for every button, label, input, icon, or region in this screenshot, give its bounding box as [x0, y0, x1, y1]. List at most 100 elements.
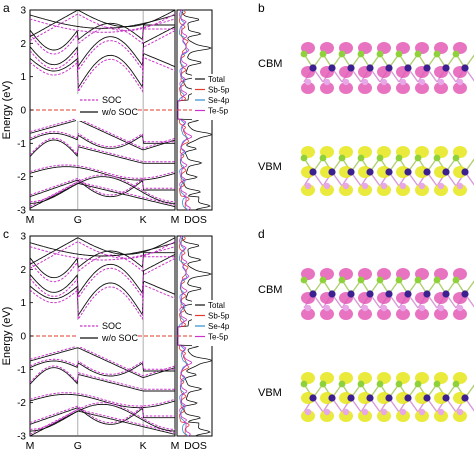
se-atom — [319, 380, 327, 388]
orbital-lobe — [453, 308, 467, 320]
band-wosoc-valence — [30, 410, 175, 436]
dos-legend-box — [192, 300, 236, 346]
sb-atom — [385, 394, 393, 402]
dos-legend-label: Total — [208, 301, 225, 310]
vbm-label: VBM — [258, 387, 282, 399]
se-atom — [357, 50, 365, 58]
sb-atom — [366, 168, 374, 176]
atomic-slab — [300, 146, 474, 196]
y-tick-label: -3 — [17, 206, 26, 217]
cbm-label: CBM — [258, 284, 282, 296]
band-lines — [30, 10, 175, 209]
te-atom — [361, 78, 369, 86]
orbital-lobe — [377, 184, 391, 196]
y-tick-label: 1 — [20, 298, 26, 309]
dos-legend-label: Sb-5p — [208, 312, 230, 321]
te-atom — [323, 408, 331, 416]
te-atom — [437, 78, 445, 86]
te-atom — [342, 304, 350, 312]
dos-legend-label: Se-4p — [208, 96, 230, 105]
band-soc-valence — [30, 174, 175, 203]
se-atom — [376, 276, 384, 284]
sb-atom — [309, 168, 317, 176]
orbital-lobe — [415, 308, 429, 320]
kpoint-label: M — [26, 214, 35, 226]
sb-atom — [461, 394, 469, 402]
se-atom — [357, 380, 365, 388]
band-wosoc-valence — [30, 403, 175, 432]
orbital-lobe — [453, 410, 467, 422]
sb-atom — [328, 394, 336, 402]
se-atom — [452, 276, 460, 284]
band-wosoc-valence — [30, 360, 175, 377]
kpoint-label: M — [171, 214, 180, 226]
orbital-lobe — [358, 184, 372, 196]
y-tick-label: 0 — [20, 332, 26, 343]
se-atom — [395, 50, 403, 58]
te-atom — [380, 408, 388, 416]
sb-atom — [328, 64, 336, 72]
te-atom — [342, 78, 350, 86]
dos-legend-label: Te-5p — [208, 333, 229, 342]
sb-atom — [328, 290, 336, 298]
te-atom — [323, 78, 331, 86]
te-atom — [437, 408, 445, 416]
sb-atom — [366, 64, 374, 72]
sb-atom — [442, 168, 450, 176]
band-soc-valence — [30, 164, 175, 179]
atomic-slab — [300, 268, 474, 320]
sb-atom — [423, 168, 431, 176]
orbital-lobe — [320, 410, 334, 422]
orbital-lobe — [396, 82, 410, 94]
te-atom — [380, 78, 388, 86]
sb-atom — [347, 290, 355, 298]
sb-atom — [347, 168, 355, 176]
y-tick-label: -3 — [17, 432, 26, 443]
dos-te-curve — [177, 9, 193, 211]
sb-atom — [309, 290, 317, 298]
te-atom — [323, 182, 331, 190]
legend-soc-label: SOC — [102, 321, 122, 331]
sb-atom — [461, 168, 469, 176]
panel-letter-b: b — [258, 1, 265, 15]
te-atom — [380, 304, 388, 312]
band-wosoc-valence — [30, 182, 175, 209]
se-atom — [300, 154, 308, 162]
sb-atom — [423, 64, 431, 72]
band-soc-valence — [30, 358, 175, 375]
se-atom — [338, 50, 346, 58]
orbital-lobe — [301, 308, 315, 320]
band-wosoc-valence — [30, 347, 175, 378]
y-tick-label: -1 — [17, 139, 26, 150]
se-atom — [414, 50, 422, 58]
te-atom — [399, 182, 407, 190]
sb-atom — [404, 394, 412, 402]
y-tick-label: 1 — [20, 72, 26, 83]
kpoint-label: K — [140, 440, 147, 452]
band-soc-valence — [30, 405, 175, 424]
y-axis-label: Energy (eV) — [1, 81, 13, 140]
orbital-lobe — [339, 184, 353, 196]
sb-atom — [328, 168, 336, 176]
te-atom — [304, 304, 312, 312]
dos-axis-label: DOS — [184, 440, 207, 452]
te-atom — [361, 408, 369, 416]
orbital-lobe — [320, 308, 334, 320]
sb-atom — [309, 64, 317, 72]
band-legend-box — [76, 94, 138, 121]
orbital-lobe — [415, 184, 429, 196]
se-atom — [357, 276, 365, 284]
orbital-lobe — [453, 82, 467, 94]
structure-panel-d: CBM VBM — [258, 268, 474, 422]
orbital-lobe — [377, 410, 391, 422]
atomic-slab — [300, 42, 474, 94]
orbital-lobe — [396, 410, 410, 422]
sb-atom — [442, 64, 450, 72]
band-wosoc-conduction — [30, 22, 175, 51]
y-tick-label: 3 — [20, 232, 26, 243]
band-soc-valence — [30, 137, 175, 163]
y-axis-label: Energy (eV) — [1, 307, 13, 366]
orbital-lobe — [301, 410, 315, 422]
se-atom — [300, 276, 308, 284]
